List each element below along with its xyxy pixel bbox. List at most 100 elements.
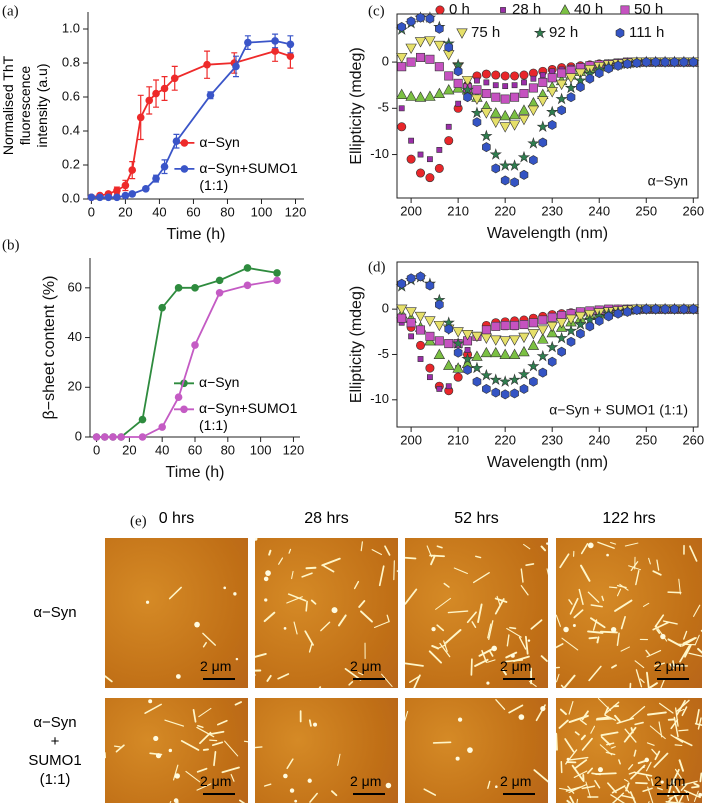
- marker: [528, 83, 538, 93]
- marker: [641, 304, 651, 315]
- legend-label: α−Syn: [199, 133, 240, 150]
- marker: [508, 373, 521, 386]
- afm-texture: [405, 699, 548, 796]
- marker: [527, 137, 540, 149]
- x-tick-label: 250: [635, 203, 657, 218]
- fibril: [681, 706, 688, 717]
- marker: [455, 100, 462, 107]
- fibril: [196, 726, 215, 738]
- fibril: [580, 543, 589, 555]
- fibril: [373, 621, 390, 629]
- point: [104, 193, 113, 202]
- fibril: [654, 614, 665, 628]
- marker: [471, 350, 483, 361]
- marker: [491, 163, 501, 174]
- scale-bar-label: 2 μm: [200, 658, 232, 674]
- marker: [444, 71, 454, 81]
- marker: [651, 57, 660, 68]
- fibril: [436, 624, 445, 632]
- fibril: [646, 711, 667, 716]
- y-tick-label: 0.8: [62, 54, 80, 69]
- marker: [527, 329, 540, 340]
- fibril: [466, 611, 477, 624]
- fibril: [309, 792, 318, 803]
- point: [152, 89, 160, 98]
- fibril: [630, 561, 639, 572]
- fibril: [656, 559, 660, 571]
- point: [160, 84, 169, 93]
- fibril: [680, 782, 688, 791]
- x-tick-label: 60: [186, 204, 200, 219]
- fibril: [360, 610, 373, 623]
- marker: [427, 156, 433, 163]
- marker: [433, 320, 446, 332]
- fibril: [453, 567, 468, 575]
- fibril: [172, 764, 179, 781]
- fibril: [580, 734, 586, 741]
- fibril: [568, 599, 573, 605]
- fibril: [321, 557, 341, 567]
- marker: [472, 117, 482, 128]
- marker: [397, 122, 407, 132]
- marker: [555, 92, 568, 105]
- fibril: [585, 781, 591, 799]
- fibril: [556, 732, 558, 751]
- fibril: [627, 764, 634, 770]
- marker: [490, 117, 502, 129]
- marker: [452, 337, 465, 349]
- fibril: [386, 614, 390, 623]
- point: [174, 393, 183, 402]
- marker: [397, 278, 407, 289]
- particle: [518, 714, 525, 720]
- point: [244, 38, 252, 47]
- fibril: [588, 636, 598, 640]
- marker: [508, 348, 521, 359]
- fibril: [639, 678, 645, 684]
- marker: [632, 305, 642, 316]
- particle: [642, 766, 645, 769]
- marker: [452, 327, 464, 338]
- marker: [416, 12, 425, 23]
- marker: [480, 346, 493, 358]
- y-axis-label: Normalised ThT fluorescence intensity (a…: [0, 55, 50, 156]
- fibril: [674, 744, 683, 747]
- marker: [500, 71, 510, 81]
- fibril: [693, 604, 701, 617]
- fibril: [634, 660, 645, 669]
- fibril: [105, 675, 113, 683]
- fibril: [278, 557, 284, 565]
- fibril: [488, 620, 494, 640]
- fibril: [605, 751, 616, 756]
- fibril: [685, 790, 690, 801]
- fibril: [475, 555, 482, 559]
- y-tick-label: 40: [68, 329, 82, 344]
- marker: [461, 330, 474, 341]
- marker: [623, 58, 632, 69]
- fibril: [221, 766, 240, 774]
- fibril: [667, 796, 674, 803]
- fibril: [611, 785, 626, 794]
- marker: [537, 325, 549, 336]
- fibril: [435, 597, 452, 610]
- fibril: [578, 588, 584, 606]
- fibril: [263, 611, 276, 623]
- point: [117, 433, 125, 441]
- marker: [500, 94, 510, 104]
- marker: [546, 340, 559, 353]
- point: [191, 341, 199, 349]
- fibril: [520, 585, 529, 596]
- point: [142, 185, 150, 193]
- fibril: [432, 741, 452, 744]
- marker: [549, 68, 556, 75]
- x-tick-label: 240: [588, 203, 610, 218]
- fibril: [645, 761, 652, 772]
- point: [271, 37, 279, 45]
- particle: [457, 717, 463, 722]
- y-tick-label: 0: [75, 428, 82, 443]
- legend-label: 50 h: [634, 1, 663, 18]
- point: [152, 174, 160, 183]
- fibril: [436, 545, 443, 549]
- point: [145, 96, 154, 105]
- legend-marker: [456, 28, 468, 39]
- marker: [641, 57, 651, 68]
